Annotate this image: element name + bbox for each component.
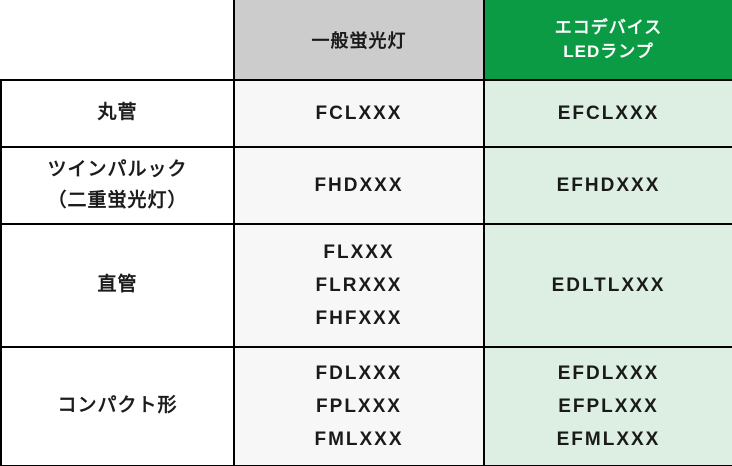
row-label-line: （二重蛍光灯） <box>47 189 188 211</box>
header-led: エコデバイス LEDランプ <box>483 0 732 81</box>
model-code: EFMLXXX <box>556 429 661 450</box>
model-code: EDLTLXXX <box>551 275 666 296</box>
table-row-round-tube: 丸菅 FCLXXX EFCLXXX <box>0 79 732 148</box>
row-label-line: コンパクト形 <box>57 395 178 417</box>
row-label-line: ツインパルック <box>47 158 188 180</box>
model-code: EFDLXXX <box>557 363 660 384</box>
model-code: FPLXXX <box>316 396 402 417</box>
fluorescent-codes-compact: FDLXXX FPLXXX FMLXXX <box>233 346 485 466</box>
row-label-round-tube: 丸菅 <box>0 79 235 148</box>
header-row: 一般蛍光灯 エコデバイス LEDランプ <box>1 0 732 81</box>
model-code: FDLXXX <box>315 363 403 384</box>
model-code: FLRXXX <box>315 275 403 296</box>
header-fluorescent-label: 一般蛍光灯 <box>311 30 407 51</box>
row-label-line: 丸菅 <box>97 102 138 124</box>
row-label-compact: コンパクト形 <box>0 346 235 466</box>
model-code: FMLXXX <box>314 429 404 450</box>
header-led-line: LEDランプ <box>563 41 654 61</box>
row-label-line: 直管 <box>97 274 138 296</box>
table-row-straight-tube: 直管 FLXXX FLRXXX FHFXXX EDLTLXXX <box>0 223 732 348</box>
fluorescent-codes-twin-pa-look: FHDXXX <box>233 146 485 225</box>
row-label-straight-tube: 直管 <box>0 223 235 348</box>
fluorescent-codes-round-tube: FCLXXX <box>233 79 485 148</box>
led-codes-straight-tube: EDLTLXXX <box>483 223 732 348</box>
table-row-twin-pa-look: ツインパルック （二重蛍光灯） FHDXXX EFHDXXX <box>0 146 732 225</box>
led-codes-compact: EFDLXXX EFPLXXX EFMLXXX <box>483 346 732 466</box>
header-led-line: エコデバイス <box>554 17 663 37</box>
header-led-label: エコデバイス LEDランプ <box>485 16 732 64</box>
corner-cell <box>1 0 235 81</box>
model-code: FHDXXX <box>314 175 404 196</box>
table-row-compact: コンパクト形 FDLXXX FPLXXX FMLXXX EFDLXXX EFPLXXX… <box>0 346 732 466</box>
model-code: EFCLXXX <box>557 103 660 124</box>
model-code: FHFXXX <box>315 308 403 329</box>
row-label-twin-pa-look: ツインパルック （二重蛍光灯） <box>0 146 235 225</box>
model-code: EFHDXXX <box>556 175 661 196</box>
model-code: FLXXX <box>323 242 395 263</box>
led-codes-round-tube: EFCLXXX <box>483 79 732 148</box>
model-code: EFPLXXX <box>558 396 659 417</box>
fluorescent-codes-straight-tube: FLXXX FLRXXX FHFXXX <box>233 223 485 348</box>
led-codes-twin-pa-look: EFHDXXX <box>483 146 732 225</box>
model-code: FCLXXX <box>315 103 403 124</box>
header-fluorescent: 一般蛍光灯 <box>233 0 485 81</box>
